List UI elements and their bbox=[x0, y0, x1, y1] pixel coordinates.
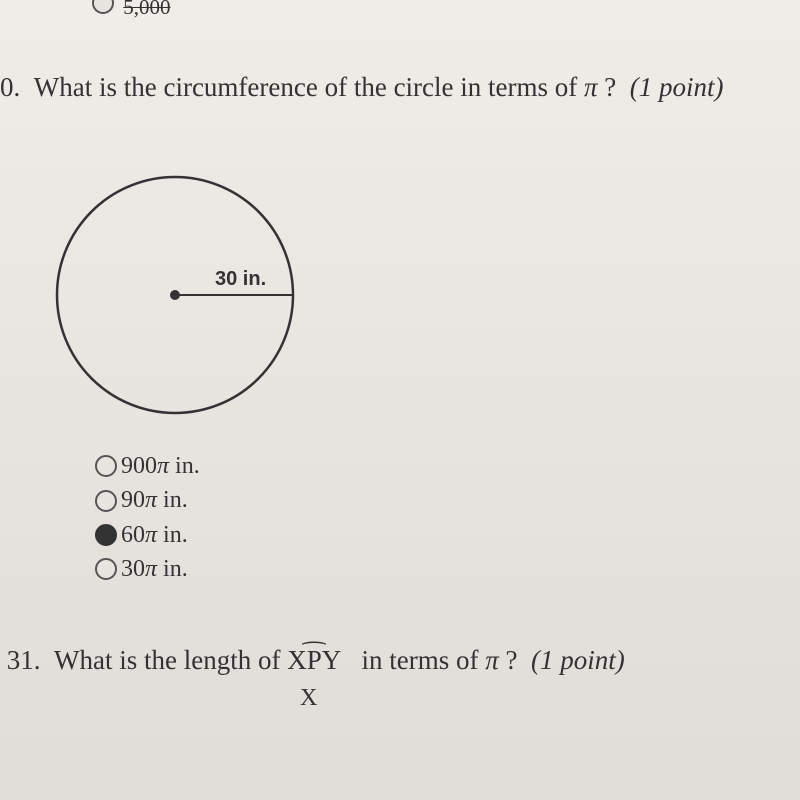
arc-xpy: XPY bbox=[287, 645, 341, 676]
pi-symbol: π bbox=[145, 519, 157, 551]
diagram-x-label: X bbox=[300, 685, 317, 712]
circle-diagram: 30 in. bbox=[50, 160, 330, 445]
pi-symbol: π bbox=[145, 484, 157, 516]
option-a[interactable]: 900π in. bbox=[95, 450, 200, 482]
pi-symbol: π bbox=[145, 553, 157, 585]
question-31-text: 31. What is the length of XPY in terms o… bbox=[0, 645, 625, 676]
option-d-value: 30 bbox=[121, 553, 145, 585]
q30-text2: ? bbox=[604, 72, 616, 102]
q31-text1: What is the length of bbox=[54, 645, 287, 675]
radio-unselected-icon[interactable] bbox=[95, 490, 117, 512]
radio-unselected-icon[interactable] bbox=[95, 455, 117, 477]
q30-points: (1 point) bbox=[630, 72, 724, 102]
center-dot bbox=[170, 290, 180, 300]
option-b-unit: in. bbox=[163, 484, 188, 516]
option-b-value: 90 bbox=[121, 484, 145, 516]
q30-number: 0. bbox=[0, 72, 20, 102]
circle-svg: 30 in. bbox=[50, 160, 330, 440]
answer-options: 900π in. 90π in. 60π in. 30π in. bbox=[95, 450, 200, 588]
option-c[interactable]: 60π in. bbox=[95, 519, 200, 551]
q31-text3: ? bbox=[505, 645, 517, 675]
radio-selected-icon[interactable] bbox=[95, 524, 117, 546]
radio-unselected-icon[interactable] bbox=[92, 0, 114, 14]
pi-symbol: π bbox=[485, 645, 499, 675]
question-30-text: 0. What is the circumference of the circ… bbox=[0, 72, 724, 103]
pi-symbol: π bbox=[584, 72, 598, 102]
radio-unselected-icon[interactable] bbox=[95, 558, 117, 580]
q30-text1: What is the circumference of the circle … bbox=[34, 72, 584, 102]
prev-option-label: 5,000 bbox=[123, 0, 170, 19]
option-a-value: 900 bbox=[121, 450, 157, 482]
option-b[interactable]: 90π in. bbox=[95, 484, 200, 516]
option-c-unit: in. bbox=[163, 519, 188, 551]
option-d[interactable]: 30π in. bbox=[95, 553, 200, 585]
radius-label: 30 in. bbox=[215, 268, 266, 290]
q31-number: 31. bbox=[7, 645, 41, 675]
previous-option-fragment: 5,000 bbox=[92, 0, 171, 20]
q31-points: (1 point) bbox=[531, 645, 625, 675]
pi-symbol: π bbox=[157, 450, 169, 482]
option-c-value: 60 bbox=[121, 519, 145, 551]
q31-text2: in terms of bbox=[361, 645, 485, 675]
option-d-unit: in. bbox=[163, 553, 188, 585]
option-a-unit: in. bbox=[175, 450, 200, 482]
